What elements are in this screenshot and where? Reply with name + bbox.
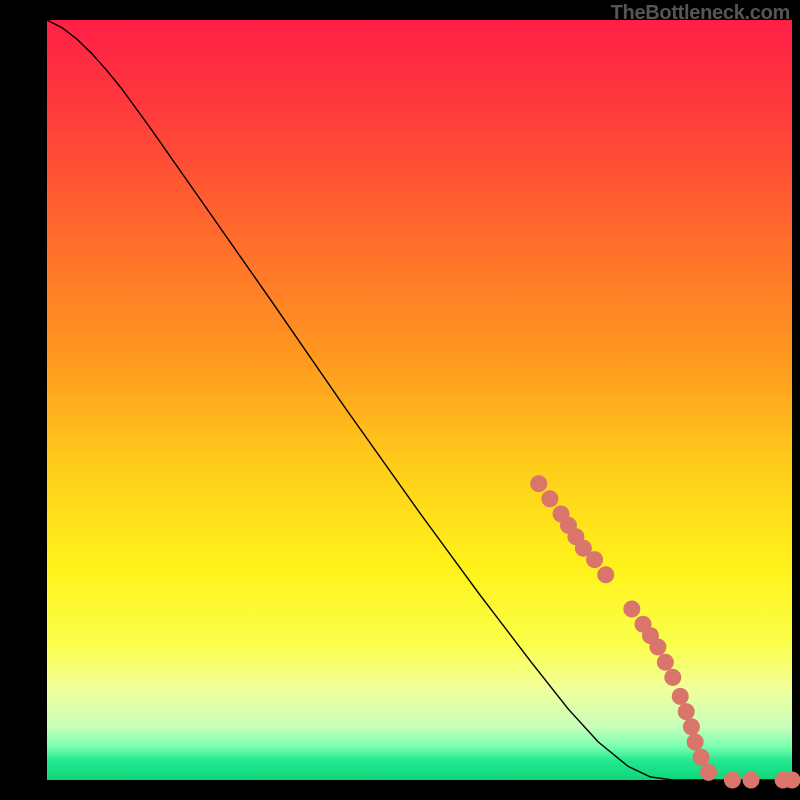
plot-svg	[0, 0, 800, 800]
data-marker	[530, 475, 547, 492]
plot-background	[47, 20, 792, 780]
data-marker	[541, 490, 558, 507]
data-marker	[687, 734, 704, 751]
data-marker	[672, 688, 689, 705]
data-marker	[700, 764, 717, 781]
data-marker	[784, 772, 800, 789]
data-marker	[657, 654, 674, 671]
data-marker	[649, 639, 666, 656]
chart-canvas: { "watermark": "TheBottleneck.com", "cha…	[0, 0, 800, 800]
data-marker	[678, 703, 695, 720]
data-marker	[597, 566, 614, 583]
data-marker	[683, 718, 700, 735]
data-marker	[743, 772, 760, 789]
data-marker	[664, 669, 681, 686]
watermark-text: TheBottleneck.com	[611, 2, 790, 25]
data-marker	[623, 601, 640, 618]
data-marker	[693, 749, 710, 766]
data-marker	[724, 772, 741, 789]
data-marker	[586, 551, 603, 568]
